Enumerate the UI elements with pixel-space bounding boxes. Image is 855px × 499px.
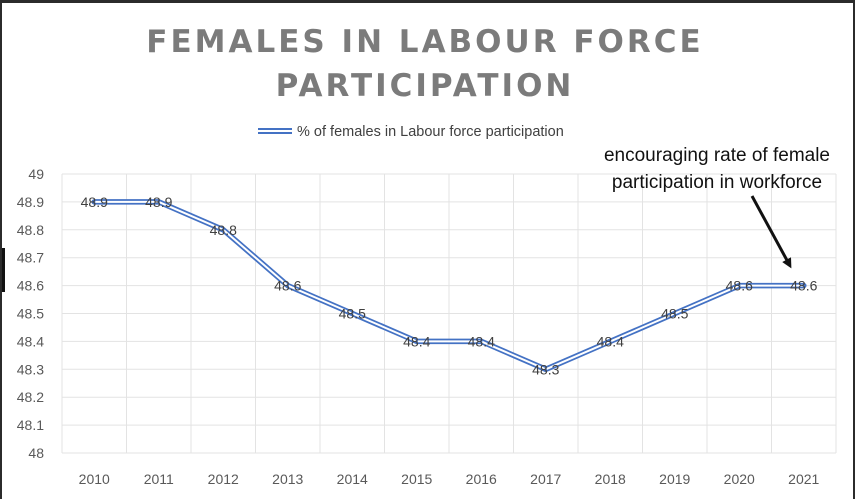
x-axis-ticks: 2010 2011 2012 2013 2014 2015 2016 2017 2018 2019… [79,471,820,487]
data-point-2017 [544,368,547,371]
data-label-2021: 48.6 [790,278,817,294]
y-tick-label-6: 48.4 [17,333,44,349]
y-axis-ticks: 49 48.9 48.8 48.7 48.6 48.5 48.4 48.3 48.2 48.1 48 [17,166,44,461]
y-tick-label-4: 48.6 [17,278,44,294]
x-tick-label-9: 2019 [659,471,690,487]
x-tick-label-8: 2018 [595,471,626,487]
data-point-2018 [609,340,612,343]
data-label-2014: 48.5 [339,306,366,322]
data-point-2014 [351,312,354,315]
y-tick-label-5: 48.5 [17,306,44,322]
x-tick-label-1: 2011 [144,471,174,487]
frame-right-border [853,0,855,499]
x-tick-label-6: 2016 [466,471,497,487]
frame-left-border [0,0,2,499]
x-tick-label-11: 2021 [788,471,819,487]
gridlines [61,173,837,454]
y-tick-label-2: 48.8 [17,222,44,238]
data-label-2016: 48.4 [468,333,495,349]
data-point-2019 [673,312,676,315]
data-label-2018: 48.4 [597,333,624,349]
x-tick-label-5: 2015 [401,471,432,487]
x-tick-label-7: 2017 [530,471,561,487]
data-point-2021 [802,284,805,287]
chart-title-line-1: FEMALES IN LABOUR FORCE [146,24,704,60]
y-tick-label-0: 49 [28,166,44,182]
annotation-line-1: encouraging rate of female [604,145,830,166]
annotation-arrow [750,195,792,269]
y-tick-label-1: 48.9 [17,194,44,210]
data-point-2010 [93,200,96,204]
data-label-2011: 48.9 [145,194,172,210]
x-tick-label-2: 2012 [208,471,239,487]
data-labels: 48.9 48.9 48.8 48.6 48.5 48.4 48.4 48.3 48.4 48.5… [81,194,818,377]
annotation-line-2: participation in workforce [612,172,822,193]
data-point-2011 [157,200,160,204]
frame-edge-mark [2,248,5,292]
y-tick-label-9: 48.1 [17,417,44,433]
legend: % of females in Labour force participati… [258,124,564,140]
frame-top-border [0,0,855,3]
data-label-2013: 48.6 [274,278,301,294]
data-label-2010: 48.9 [81,194,108,210]
x-tick-label-3: 2013 [272,471,303,487]
data-point-2013 [286,284,289,287]
data-label-2020: 48.6 [726,278,753,294]
data-label-2015: 48.4 [403,333,430,349]
annotation: encouraging rate of female participation… [604,145,830,269]
data-label-2012: 48.8 [210,222,237,238]
data-label-2017: 48.3 [532,361,559,377]
data-point-2012 [222,228,225,231]
y-tick-label-3: 48.7 [17,250,44,266]
chart-title-line-2: PARTICIPATION [275,68,575,104]
legend-label: % of females in Labour force participati… [297,124,564,140]
series-line [91,199,807,373]
x-tick-label-4: 2014 [337,471,368,487]
series-line-inner [93,200,805,371]
y-tick-label-10: 48 [28,445,44,461]
y-tick-label-7: 48.3 [17,361,44,377]
chart-title: FEMALES IN LABOUR FORCE PARTICIPATION [125,20,725,108]
data-point-2020 [738,284,741,287]
data-point-2016 [480,340,483,343]
data-point-2015 [415,340,418,343]
y-tick-label-8: 48.2 [17,389,44,405]
x-tick-label-10: 2020 [724,471,755,487]
data-label-2019: 48.5 [661,306,688,322]
x-tick-label-0: 2010 [79,471,110,487]
